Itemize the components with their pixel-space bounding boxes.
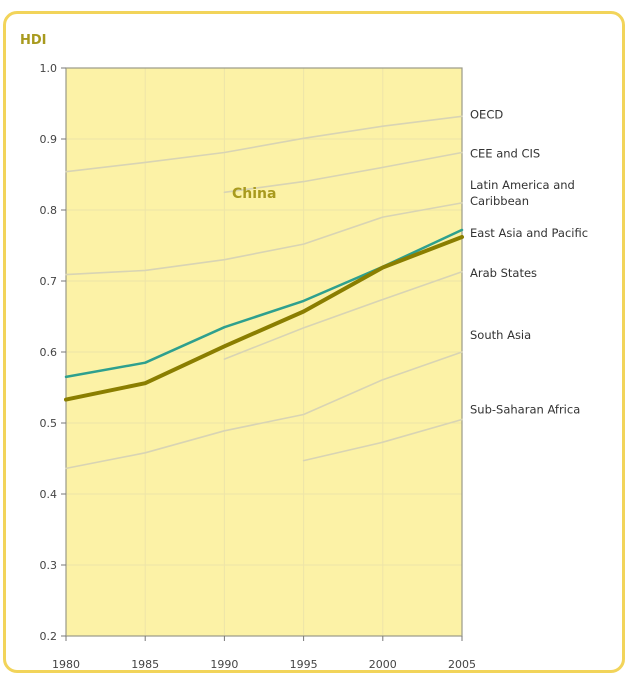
- series-group: [64, 115, 464, 470]
- series-label: Sub-Saharan Africa: [470, 402, 580, 416]
- series-line-cee-and-cis: [223, 151, 463, 194]
- series-line-arab-states: [223, 270, 463, 360]
- china-annotation: China: [232, 186, 276, 202]
- series-line-oecd: [65, 115, 463, 173]
- y-tick-label: 0.3: [40, 559, 58, 572]
- y-tick-label: 0.9: [40, 133, 58, 146]
- series-line-china: [64, 235, 464, 402]
- y-tick-label: 0.6: [40, 346, 58, 359]
- series-label: Arab States: [470, 266, 537, 280]
- series-label: Latin America and: [470, 178, 575, 192]
- y-tick-label: 0.8: [40, 204, 58, 217]
- series-label: CEE and CIS: [470, 146, 540, 160]
- y-tick-label: 0.5: [40, 417, 58, 430]
- series-label: South Asia: [470, 328, 531, 342]
- x-tick-label: 2005: [448, 658, 476, 671]
- x-tick-label: 1990: [210, 658, 238, 671]
- series-label: East Asia and Pacific: [470, 226, 588, 240]
- series-line-latin-america-and-caribbean: [65, 202, 463, 276]
- y-tick-label: 0.7: [40, 275, 58, 288]
- y-tick-label: 0.2: [40, 630, 58, 643]
- x-tick-label: 1995: [290, 658, 318, 671]
- series-labels: OECD CEE and CIS Latin America and Caribbea…: [470, 107, 588, 416]
- y-tick-label: 1.0: [40, 62, 58, 75]
- y-tick-label: 0.4: [40, 488, 58, 501]
- series-line-sub-saharan-africa: [302, 418, 463, 462]
- x-tick-label: 1980: [52, 658, 80, 671]
- x-tick-label: 2000: [369, 658, 397, 671]
- series-label: Caribbean: [470, 194, 529, 208]
- chart-title: HDI: [20, 33, 47, 48]
- series-label: OECD: [470, 107, 503, 121]
- series-line-south-asia: [65, 351, 463, 470]
- x-tick-label: 1985: [131, 658, 159, 671]
